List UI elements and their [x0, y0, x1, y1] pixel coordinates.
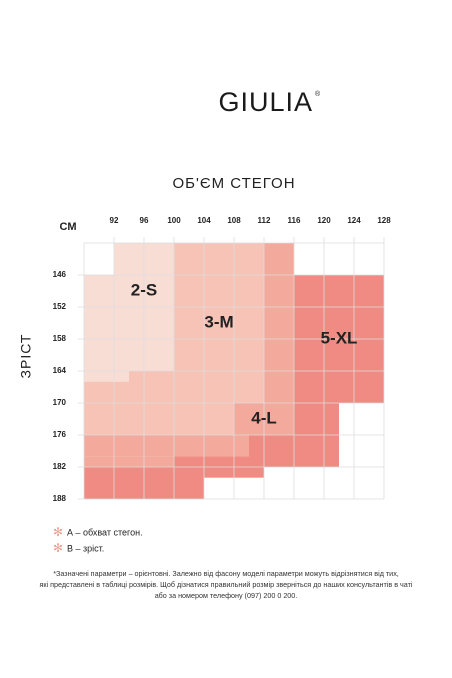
- brand: GIULIA: [218, 87, 313, 117]
- y-tick-label: 170: [53, 398, 67, 407]
- size-cell: [84, 456, 174, 467]
- x-tick-label: 92: [110, 216, 119, 225]
- footnote-line: які представлені в таблиці розмірів. Щоб…: [39, 580, 413, 589]
- x-tick-label: 116: [288, 216, 301, 225]
- legend-text: В – зріст.: [67, 543, 104, 553]
- y-tick-label: 152: [53, 302, 67, 311]
- brand-mark: ®: [315, 90, 321, 98]
- x-tick-label: 124: [347, 216, 361, 225]
- y-tick-label: 158: [53, 334, 67, 343]
- legend-icon: ✻: [53, 541, 63, 555]
- footnote-line: або за номером телефону (097) 200 0 200.: [154, 591, 298, 600]
- x-tick-label: 120: [317, 216, 331, 225]
- footnote-line: *Зазначені параметри – орієнтовні. Залеж…: [53, 569, 399, 578]
- legend: ✻ А – обхват стегон. ✻ В – зріст.: [53, 525, 143, 555]
- size-cell: [174, 243, 264, 403]
- size-cell: [84, 275, 114, 371]
- size-cell: [84, 435, 249, 457]
- y-tick-label: 182: [53, 462, 67, 471]
- legend-icon: ✻: [53, 525, 63, 539]
- zone-label: 5-XL: [321, 328, 358, 347]
- zone-label: 4-L: [251, 408, 277, 427]
- size-cell: [84, 403, 234, 435]
- size-cell: [264, 243, 294, 403]
- x-tick-label: 128: [377, 216, 391, 225]
- x-tick-label: 96: [140, 216, 149, 225]
- zone-label: 2-S: [131, 280, 157, 299]
- footnote: *Зазначені параметри – орієнтовні. Залеж…: [20, 568, 432, 601]
- y-tick-label: 176: [53, 430, 67, 439]
- unit: СМ: [60, 221, 77, 233]
- y-tick-label: 164: [53, 366, 67, 375]
- legend-text: А – обхват стегон.: [67, 527, 143, 537]
- size-cell: [84, 371, 129, 382]
- x-tick-label: 100: [167, 216, 181, 225]
- x-title: ОБ'ЄМ СТЕГОН: [172, 175, 295, 192]
- size-cell: [129, 371, 174, 403]
- zone-label: 3-M: [204, 312, 233, 331]
- size-cell: [174, 456, 249, 467]
- x-tick-label: 104: [197, 216, 211, 225]
- y-tick-label: 146: [53, 270, 67, 279]
- x-tick-label: 112: [258, 216, 271, 225]
- x-tick-label: 108: [227, 216, 241, 225]
- size-cell: [84, 381, 129, 403]
- y-tick-label: 188: [53, 494, 67, 503]
- y-title: ЗРІСТ: [18, 334, 34, 379]
- size-cell: [249, 435, 294, 467]
